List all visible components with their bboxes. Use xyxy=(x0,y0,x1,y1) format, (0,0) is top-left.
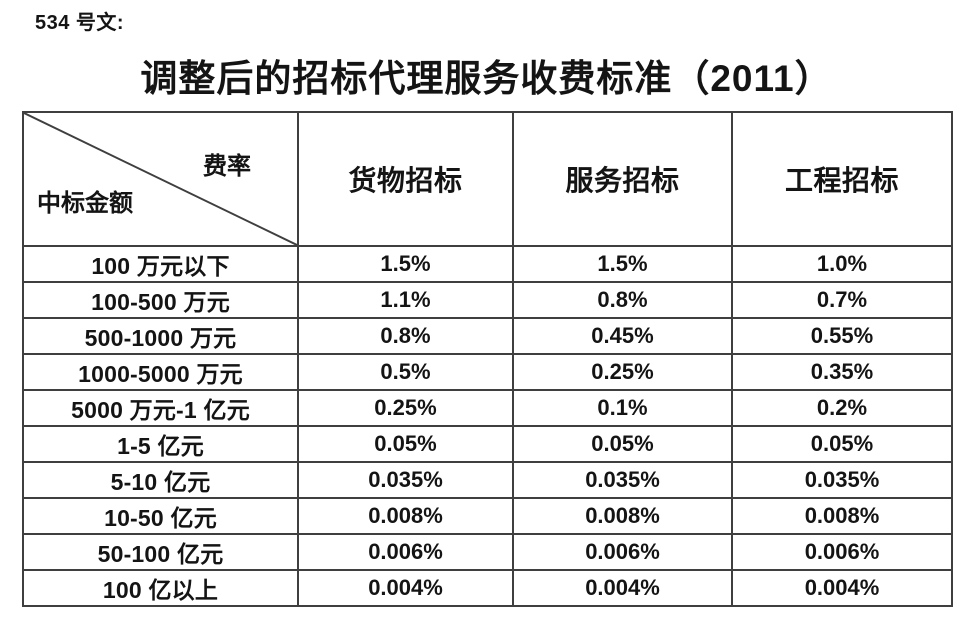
rate-cell: 0.035% xyxy=(731,461,953,499)
rate-cell: 0.45% xyxy=(512,317,733,355)
table-row: 50-100 亿元 0.006% 0.006% 0.006% xyxy=(22,533,953,571)
rate-cell: 0.004% xyxy=(731,569,953,607)
row-label: 5000 万元-1 亿元 xyxy=(22,389,299,427)
rate-cell: 1.5% xyxy=(297,245,514,283)
table-header-row: 费率 中标金额 货物招标 服务招标 工程招标 xyxy=(22,111,953,247)
rate-cell: 0.1% xyxy=(512,389,733,427)
table-row: 100 亿以上 0.004% 0.004% 0.004% xyxy=(22,569,953,607)
rate-cell: 0.004% xyxy=(297,569,514,607)
row-label: 5-10 亿元 xyxy=(22,461,299,499)
rate-cell: 0.05% xyxy=(731,425,953,463)
rate-cell: 0.006% xyxy=(512,533,733,571)
rate-cell: 0.05% xyxy=(297,425,514,463)
rate-cell: 0.2% xyxy=(731,389,953,427)
rate-cell: 0.8% xyxy=(297,317,514,355)
rate-cell: 1.1% xyxy=(297,281,514,319)
rate-cell: 0.35% xyxy=(731,353,953,391)
rate-cell: 0.035% xyxy=(297,461,514,499)
rate-cell: 0.25% xyxy=(512,353,733,391)
rate-cell: 0.008% xyxy=(731,497,953,535)
row-label: 500-1000 万元 xyxy=(22,317,299,355)
row-label: 1000-5000 万元 xyxy=(22,353,299,391)
rate-cell: 0.7% xyxy=(731,281,953,319)
rate-cell: 0.035% xyxy=(512,461,733,499)
rate-cell: 0.004% xyxy=(512,569,733,607)
rate-cell: 0.25% xyxy=(297,389,514,427)
row-label: 1-5 亿元 xyxy=(22,425,299,463)
row-label: 100 亿以上 xyxy=(22,569,299,607)
rate-cell: 1.0% xyxy=(731,245,953,283)
row-label: 50-100 亿元 xyxy=(22,533,299,571)
row-label: 10-50 亿元 xyxy=(22,497,299,535)
rate-cell: 0.006% xyxy=(297,533,514,571)
table-row: 100-500 万元 1.1% 0.8% 0.7% xyxy=(22,281,953,319)
page-title: 调整后的招标代理服务收费标准（2011） xyxy=(140,58,833,99)
table-row: 5000 万元-1 亿元 0.25% 0.1% 0.2% xyxy=(22,389,953,427)
table-row: 500-1000 万元 0.8% 0.45% 0.55% xyxy=(22,317,953,355)
rate-cell: 0.55% xyxy=(731,317,953,355)
corner-label-amount: 中标金额 xyxy=(37,191,133,217)
diagonal-divider-line xyxy=(25,114,296,244)
row-label: 100 万元以下 xyxy=(22,245,299,283)
corner-cell: 费率 中标金额 xyxy=(22,111,299,247)
doc-number: 534 号文: xyxy=(35,12,125,34)
column-header-goods-bidding: 货物招标 xyxy=(297,111,514,247)
table-row: 100 万元以下 1.5% 1.5% 1.0% xyxy=(22,245,953,283)
rate-cell: 0.008% xyxy=(512,497,733,535)
corner-label-rate: 费率 xyxy=(203,154,251,180)
rate-cell: 0.006% xyxy=(731,533,953,571)
column-header-service-bidding: 服务招标 xyxy=(512,111,733,247)
rate-cell: 0.05% xyxy=(512,425,733,463)
table-row: 5-10 亿元 0.035% 0.035% 0.035% xyxy=(22,461,953,499)
rate-cell: 0.008% xyxy=(297,497,514,535)
rate-cell: 0.8% xyxy=(512,281,733,319)
table-row: 1-5 亿元 0.05% 0.05% 0.05% xyxy=(22,425,953,463)
column-header-works-bidding: 工程招标 xyxy=(731,111,953,247)
table-row: 1000-5000 万元 0.5% 0.25% 0.35% xyxy=(22,353,953,391)
fee-table: 费率 中标金额 货物招标 服务招标 工程招标 100 万元以下 1.5% 1.5… xyxy=(22,111,953,607)
table-row: 10-50 亿元 0.008% 0.008% 0.008% xyxy=(22,497,953,535)
rate-cell: 0.5% xyxy=(297,353,514,391)
rate-cell: 1.5% xyxy=(512,245,733,283)
row-label: 100-500 万元 xyxy=(22,281,299,319)
